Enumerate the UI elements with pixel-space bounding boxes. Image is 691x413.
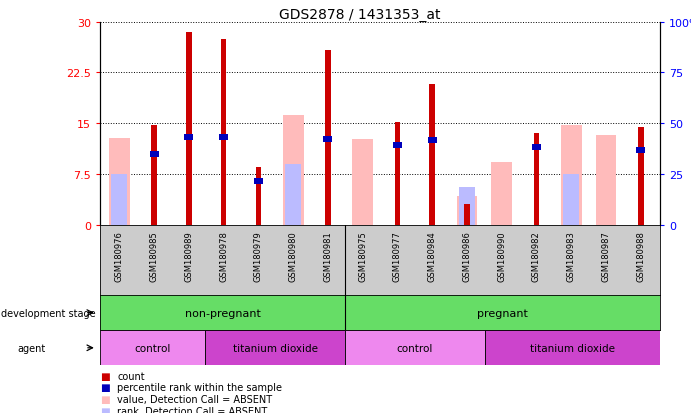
Bar (596, 136, 616, 225)
Bar (561, 125, 582, 225)
Bar (352, 140, 373, 225)
Bar (254, 178, 263, 184)
Bar (219, 135, 228, 140)
Text: GSM180987: GSM180987 (602, 231, 611, 281)
Text: control: control (397, 343, 433, 353)
Text: GSM180979: GSM180979 (254, 231, 263, 281)
Text: count: count (117, 371, 145, 381)
Bar (205, 330, 345, 366)
Bar (186, 33, 191, 225)
Text: control: control (135, 343, 171, 353)
Text: GSM180989: GSM180989 (184, 231, 193, 281)
Text: ■: ■ (100, 382, 110, 392)
Bar (457, 197, 477, 225)
Bar (485, 330, 660, 366)
Bar (111, 174, 127, 225)
Text: GSM180980: GSM180980 (289, 231, 298, 281)
Text: GSM180986: GSM180986 (462, 231, 471, 281)
Bar (323, 137, 332, 142)
Bar (532, 145, 541, 150)
Bar (429, 85, 435, 225)
Text: GSM180984: GSM180984 (428, 231, 437, 281)
Text: GSM180977: GSM180977 (393, 231, 402, 281)
Bar (345, 330, 485, 366)
Text: GSM180978: GSM180978 (219, 231, 228, 281)
Text: GSM180988: GSM180988 (636, 231, 645, 281)
Bar (151, 126, 157, 225)
Bar (184, 135, 193, 140)
Bar (563, 174, 579, 225)
Bar (464, 205, 470, 225)
Bar (428, 138, 437, 144)
Text: GSM180990: GSM180990 (498, 231, 507, 281)
Bar (149, 152, 159, 157)
Text: development stage: development stage (1, 308, 95, 318)
Bar (636, 148, 645, 154)
Text: GSM180981: GSM180981 (323, 231, 332, 281)
Text: ■: ■ (100, 406, 110, 413)
Text: GSM180983: GSM180983 (567, 231, 576, 281)
Bar (325, 51, 331, 225)
Text: GDS2878 / 1431353_at: GDS2878 / 1431353_at (278, 8, 440, 22)
Text: ■: ■ (100, 394, 110, 404)
Text: pregnant: pregnant (477, 308, 528, 318)
Text: GSM180975: GSM180975 (358, 231, 367, 281)
Bar (283, 116, 303, 225)
Bar (256, 168, 261, 225)
Text: titanium dioxide: titanium dioxide (233, 343, 318, 353)
Bar (109, 139, 130, 225)
Text: GSM180985: GSM180985 (149, 231, 158, 281)
Bar (491, 163, 512, 225)
Bar (533, 134, 539, 225)
Text: non-pregnant: non-pregnant (184, 308, 261, 318)
Text: ■: ■ (100, 371, 110, 381)
Text: GSM180982: GSM180982 (532, 231, 541, 281)
Text: rank, Detection Call = ABSENT: rank, Detection Call = ABSENT (117, 406, 267, 413)
Text: GSM180976: GSM180976 (115, 231, 124, 281)
Text: percentile rank within the sample: percentile rank within the sample (117, 382, 283, 392)
Bar (393, 142, 402, 148)
Bar (221, 40, 227, 225)
Text: agent: agent (17, 343, 46, 353)
Bar (285, 164, 301, 225)
Text: titanium dioxide: titanium dioxide (530, 343, 615, 353)
Bar (459, 188, 475, 225)
Text: value, Detection Call = ABSENT: value, Detection Call = ABSENT (117, 394, 272, 404)
Bar (638, 128, 643, 225)
Bar (100, 330, 205, 366)
Bar (395, 123, 400, 225)
